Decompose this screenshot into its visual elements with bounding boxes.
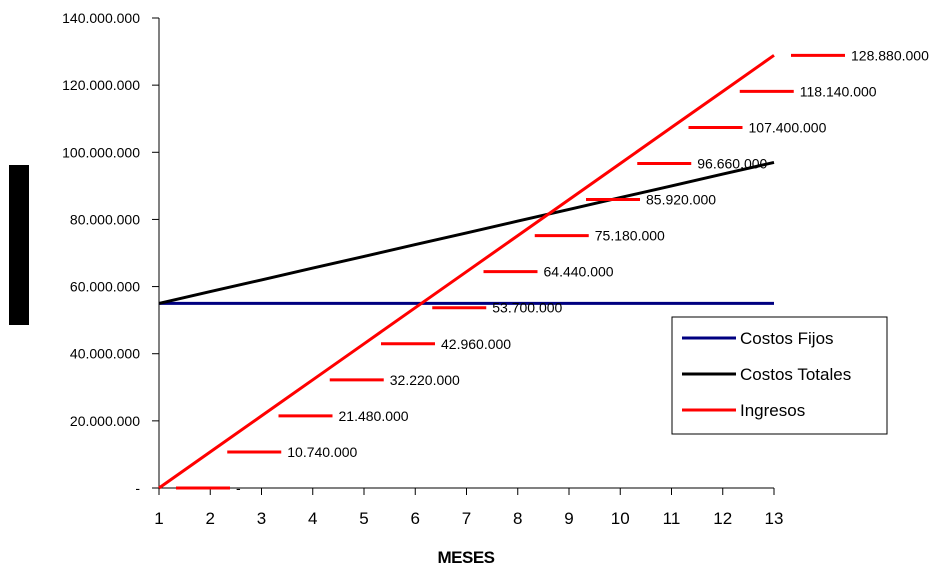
series-lines: [158, 54, 775, 490]
ylabel-block: [9, 165, 29, 325]
data-label: 53.700.000: [492, 300, 562, 316]
x-tick-label: 12: [713, 509, 732, 528]
y-tick-label: 60.000.000: [70, 279, 140, 295]
legend-label: Costos Totales: [740, 365, 851, 384]
y-tick-label: 80.000.000: [70, 211, 140, 227]
data-label: 128.880.000: [851, 47, 929, 63]
data-label: -: [236, 480, 241, 496]
data-label: 75.180.000: [595, 228, 665, 244]
data-label: 118.140.000: [800, 83, 877, 99]
x-tick-label: 4: [308, 509, 317, 528]
data-label: 32.220.000: [390, 372, 460, 388]
x-tick-label: 9: [564, 509, 573, 528]
x-tick-label: 3: [257, 509, 266, 528]
y-tick-label: 40.000.000: [70, 346, 140, 362]
data-label: 10.740.000: [287, 444, 357, 460]
y-tick-label: 120.000.000: [62, 77, 140, 93]
data-label: 96.660.000: [697, 155, 767, 171]
data-label: 107.400.000: [749, 119, 827, 135]
legend-label: Costos Fijos: [740, 329, 834, 348]
data-label: 64.440.000: [544, 264, 614, 280]
data-label: 42.960.000: [441, 336, 511, 352]
legend: Costos Fijos Costos Totales Ingresos: [671, 316, 888, 435]
data-label: 85.920.000: [646, 192, 716, 208]
y-tick-label: 100.000.000: [62, 144, 140, 160]
y-tick-label: 20.000.000: [70, 413, 140, 429]
x-axis-title: MESES: [437, 548, 494, 567]
series-line-costos-totales: [158, 160, 775, 305]
data-label: 21.480.000: [339, 408, 409, 424]
y-tick-label: 140.000.000: [62, 10, 140, 26]
x-tick-label: 7: [462, 509, 471, 528]
x-tick-label: 1: [154, 509, 163, 528]
x-tick-label: 5: [359, 509, 368, 528]
legend-label: Ingresos: [740, 401, 805, 420]
x-tick-label: 2: [206, 509, 215, 528]
x-tick-label: 10: [611, 509, 630, 528]
x-tick-label: 8: [513, 509, 522, 528]
data-labels: - 10.740.000 21.480.000 32.220.000 42.960.00…: [176, 47, 929, 496]
x-tick-label: 6: [411, 509, 420, 528]
x-tick-label: 13: [765, 509, 784, 528]
axes: - 20.000.000 40.000.000 60.000.000 80.000.00…: [62, 10, 783, 528]
y-tick-label: -: [135, 480, 140, 496]
series-line-ingresos: [158, 54, 775, 490]
x-tick-label: 11: [663, 509, 681, 528]
